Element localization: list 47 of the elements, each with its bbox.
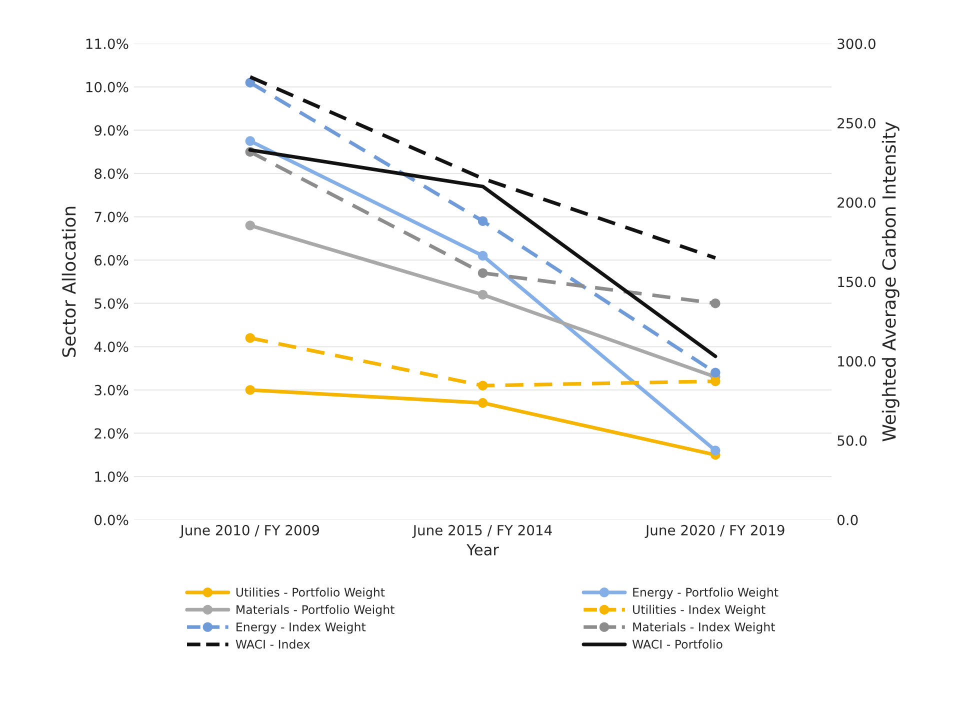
point (710, 298, 720, 308)
legend-label: WACI - Portfolio (632, 640, 722, 649)
point (245, 136, 256, 146)
point (478, 290, 488, 300)
point (245, 220, 256, 230)
x-axis-title: Year (466, 544, 499, 556)
y-tick-label: 2.0% (94, 428, 128, 439)
point (710, 368, 720, 378)
point (478, 216, 488, 226)
y2-tick-label: 0.0 (837, 514, 858, 526)
y-tick-label: 7.0% (94, 212, 128, 222)
y2-tick-label: 300.0 (838, 38, 876, 50)
y-tick-label: 5.0% (94, 298, 128, 309)
legend-label: WACI - Index (236, 640, 310, 649)
point (710, 446, 720, 456)
y-tick-label: 11.0% (86, 38, 128, 50)
point (478, 398, 488, 408)
x-tick-label: June 2015 / FY 2014 (412, 524, 552, 538)
legend-label: Energy - Index Weight (236, 622, 366, 634)
legend-label: Utilities - Portfolio Weight (236, 588, 385, 599)
y2-axis-title: Weighted Average Carbon Intensity (882, 122, 900, 442)
point (478, 268, 488, 278)
y-tick-label: 1.0% (95, 471, 128, 482)
y2-tick-label: 100.0 (838, 356, 876, 367)
y-tick-label: 0.0% (94, 514, 128, 526)
legend-label: Energy - Portfolio Weight (633, 588, 778, 599)
point (245, 333, 256, 343)
point (245, 385, 256, 395)
y-axis-title: Sector Allocation (62, 206, 76, 357)
point (478, 250, 488, 261)
x-tick-label: June 2020 / FY 2019 (644, 524, 784, 538)
y2-tick-label: 250.0 (838, 118, 876, 128)
point (710, 376, 720, 386)
y2-tick-label: 200.0 (838, 197, 876, 208)
y-tick-label: 10.0% (86, 82, 128, 92)
x-tick-label: June 2010 / FY 2009 (180, 524, 320, 538)
y-tick-label: 6.0% (94, 255, 128, 266)
y-tick-label: 3.0% (94, 384, 128, 396)
y2-tick-label: 50.0 (838, 435, 867, 446)
y-tick-label: 9.0% (94, 125, 128, 136)
y-tick-label: 4.0% (94, 342, 128, 352)
y2-tick-label: 150.0 (838, 276, 876, 288)
legend-label: Materials - Index Weight (633, 622, 775, 634)
point (478, 380, 488, 390)
legend-label: Utilities - Index Weight (633, 604, 766, 616)
legend-label: Materials - Portfolio Weight (236, 604, 394, 616)
y-tick-label: 8.0% (94, 168, 128, 179)
